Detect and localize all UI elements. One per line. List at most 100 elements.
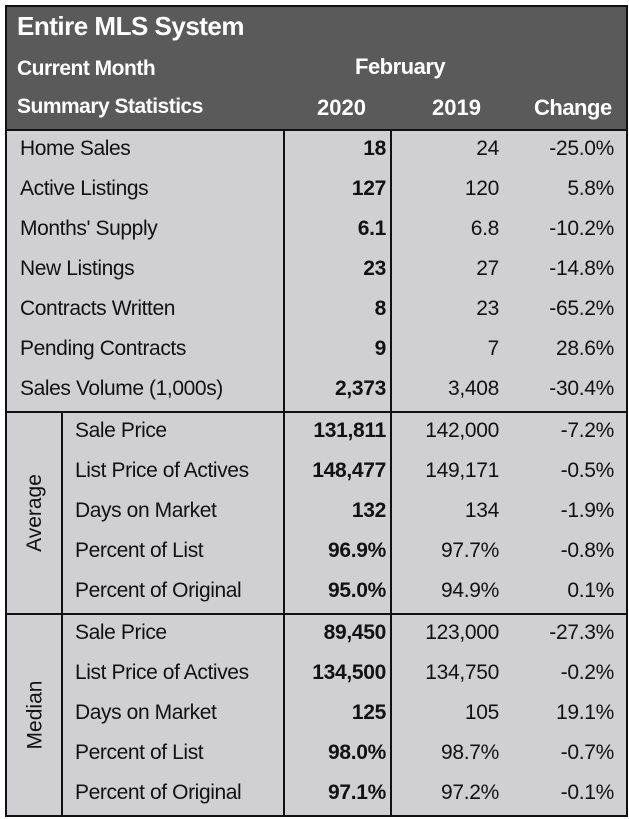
row-label: Percent of Original	[75, 781, 242, 804]
value-2020: 127	[351, 177, 386, 200]
value-2019: 97.2%	[440, 781, 499, 804]
row-label: Sale Price	[75, 621, 167, 644]
divider	[390, 615, 392, 815]
column-header-2020: 2020	[317, 95, 366, 120]
table-row: Days on Market 132 134 -1.9%	[7, 493, 626, 533]
median-section: Median Sale Price 89,450 123,000 -27.3% …	[7, 615, 626, 815]
table-row: Contracts Written 8 23 -65.2%	[7, 291, 626, 331]
value-change: -7.2%	[560, 419, 615, 442]
row-label: Days on Market	[75, 701, 217, 724]
value-2019: 134,750	[425, 661, 499, 684]
value-2019: 7	[487, 337, 500, 360]
value-2020: 134,500	[312, 661, 386, 684]
value-2020: 97.1%	[327, 781, 386, 804]
value-change: -0.2%	[560, 661, 615, 684]
value-change: -1.9%	[560, 499, 615, 522]
value-change: -0.1%	[560, 781, 615, 804]
table-header: Entire MLS System Current Month Summary …	[7, 7, 626, 129]
value-2019: 6.8	[470, 217, 500, 240]
value-change: -0.5%	[560, 459, 615, 482]
table-row: New Listings 23 27 -14.8%	[7, 251, 626, 291]
divider	[61, 413, 63, 613]
row-label: Sale Price	[75, 419, 167, 442]
table-row: Sale Price 131,811 142,000 -7.2%	[7, 413, 626, 453]
row-label: Percent of Original	[75, 579, 242, 602]
value-2019: 94.9%	[440, 579, 499, 602]
table-row: Percent of Original 97.1% 97.2% -0.1%	[7, 775, 626, 815]
value-change: 0.1%	[567, 579, 614, 602]
table-row: Sale Price 89,450 123,000 -27.3%	[7, 615, 626, 655]
value-2020: 23	[363, 257, 386, 280]
divider	[283, 131, 285, 411]
divider	[390, 413, 392, 613]
table-row: Home Sales 18 24 -25.0%	[7, 131, 626, 171]
value-2020: 9	[374, 337, 387, 360]
value-2019: 27	[476, 257, 499, 280]
divider	[283, 413, 285, 613]
value-2019: 123,000	[425, 621, 499, 644]
summary-statistics-label: Summary Statistics	[17, 95, 203, 118]
value-change: 28.6%	[555, 337, 614, 360]
summary-section: Home Sales 18 24 -25.0% Active Listings …	[7, 131, 626, 411]
row-label: Active Listings	[20, 177, 149, 200]
divider	[283, 615, 285, 815]
value-2020: 131,811	[313, 419, 386, 442]
value-2019: 3,408	[447, 377, 499, 400]
table-row: Days on Market 125 105 19.1%	[7, 695, 626, 735]
table-row: Months' Supply 6.1 6.8 -10.2%	[7, 211, 626, 251]
mls-summary-table: Entire MLS System Current Month Summary …	[5, 5, 628, 817]
row-label: New Listings	[20, 257, 135, 280]
table-row: Pending Contracts 9 7 28.6%	[7, 331, 626, 371]
value-2019: 120	[464, 177, 499, 200]
table-row: Percent of List 98.0% 98.7% -0.7%	[7, 735, 626, 775]
value-change: -30.4%	[549, 377, 614, 400]
row-label: List Price of Actives	[75, 661, 249, 684]
table-row: Percent of Original 95.0% 94.9% 0.1%	[7, 573, 626, 613]
value-2020: 125	[351, 701, 386, 724]
row-label: Months' Supply	[20, 217, 158, 240]
value-2019: 24	[476, 137, 499, 160]
value-change: -27.3%	[549, 621, 614, 644]
row-label: Home Sales	[20, 137, 131, 160]
value-2020: 18	[363, 137, 386, 160]
row-label: Pending Contracts	[20, 337, 186, 360]
divider	[390, 131, 392, 411]
table-row: List Price of Actives 148,477 149,171 -0…	[7, 453, 626, 493]
row-label: Days on Market	[75, 499, 217, 522]
value-2019: 105	[464, 701, 499, 724]
value-2020: 8	[374, 297, 387, 320]
value-2019: 142,000	[425, 419, 499, 442]
value-2019: 98.7%	[440, 741, 499, 764]
row-label: Percent of List	[75, 539, 204, 562]
value-2020: 96.9%	[327, 539, 386, 562]
column-header-2019: 2019	[432, 95, 481, 120]
month-label: February	[355, 54, 446, 79]
value-change: 19.1%	[555, 701, 614, 724]
value-2020: 132	[351, 499, 386, 522]
table-row: Sales Volume (1,000s) 2,373 3,408 -30.4%	[7, 371, 626, 411]
value-change: -10.2%	[549, 217, 614, 240]
row-label: Contracts Written	[20, 297, 176, 320]
value-2019: 134	[464, 499, 499, 522]
table-title: Entire MLS System	[17, 11, 245, 41]
row-label: Percent of List	[75, 741, 204, 764]
average-section: Average Sale Price 131,811 142,000 -7.2%…	[7, 413, 626, 613]
current-month-label: Current Month	[17, 57, 156, 80]
value-2019: 149,171	[425, 459, 499, 482]
divider	[61, 615, 63, 815]
value-change: -0.8%	[560, 539, 615, 562]
value-2020: 98.0%	[327, 741, 386, 764]
value-change: 5.8%	[567, 177, 614, 200]
value-change: -0.7%	[560, 741, 615, 764]
row-label: List Price of Actives	[75, 459, 249, 482]
value-2019: 23	[476, 297, 499, 320]
value-change: -65.2%	[549, 297, 614, 320]
table-row: Percent of List 96.9% 97.7% -0.8%	[7, 533, 626, 573]
table-row: List Price of Actives 134,500 134,750 -0…	[7, 655, 626, 695]
value-2020: 6.1	[357, 217, 387, 240]
value-2020: 148,477	[312, 459, 386, 482]
value-change: -14.8%	[549, 257, 614, 280]
value-2020: 89,450	[323, 621, 387, 644]
row-label: Sales Volume (1,000s)	[20, 377, 223, 400]
column-header-change: Change	[534, 95, 612, 120]
